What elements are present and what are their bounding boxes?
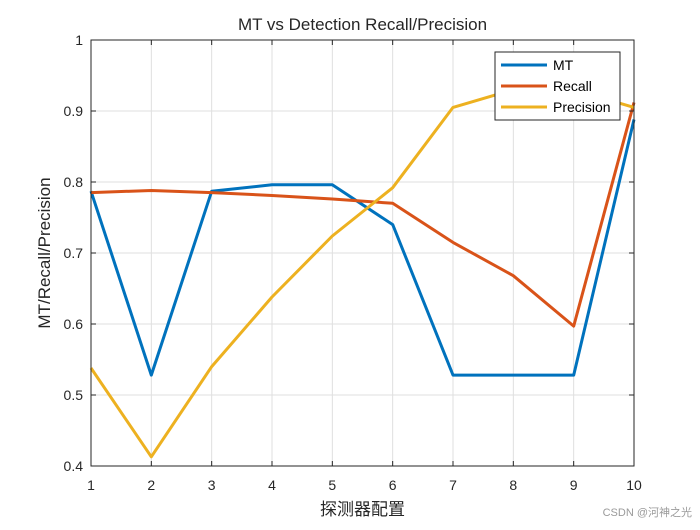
y-tick-label: 0.9 (64, 103, 84, 119)
x-tick-label: 7 (449, 477, 457, 493)
y-axis-title: MT/Recall/Precision (35, 177, 54, 328)
series-line-mt (89, 119, 636, 377)
x-axis-title: 探测器配置 (320, 500, 405, 519)
x-tick-label: 4 (268, 477, 276, 493)
legend: MT Recall Precision (494, 51, 621, 121)
x-tick-label: 9 (570, 477, 578, 493)
y-tick-label: 0.4 (64, 458, 84, 474)
axis-ticks: 1 2 3 4 5 6 7 8 9 10 0.4 0.5 0.6 0.7 0.8 0.9 1 (64, 32, 642, 493)
legend-label-recall: Recall (553, 78, 592, 94)
x-tick-label: 1 (87, 477, 95, 493)
x-tick-label: 5 (328, 477, 336, 493)
y-tick-label: 0.7 (64, 245, 84, 261)
watermark-text: CSDN @河神之光 (603, 505, 692, 519)
chart-title: MT vs Detection Recall/Precision (238, 15, 487, 34)
x-tick-label: 3 (208, 477, 216, 493)
y-tick-label: 0.6 (64, 316, 84, 332)
series-line-recall (90, 102, 636, 328)
x-tick-label: 2 (147, 477, 155, 493)
legend-label-precision: Precision (553, 99, 611, 115)
y-tick-label: 0.8 (64, 174, 84, 190)
x-tick-label: 10 (626, 477, 642, 493)
x-tick-label: 8 (509, 477, 517, 493)
x-tick-label: 6 (389, 477, 397, 493)
y-tick-label: 1 (75, 32, 83, 48)
legend-label-mt: MT (553, 57, 574, 73)
y-tick-label: 0.5 (64, 387, 84, 403)
